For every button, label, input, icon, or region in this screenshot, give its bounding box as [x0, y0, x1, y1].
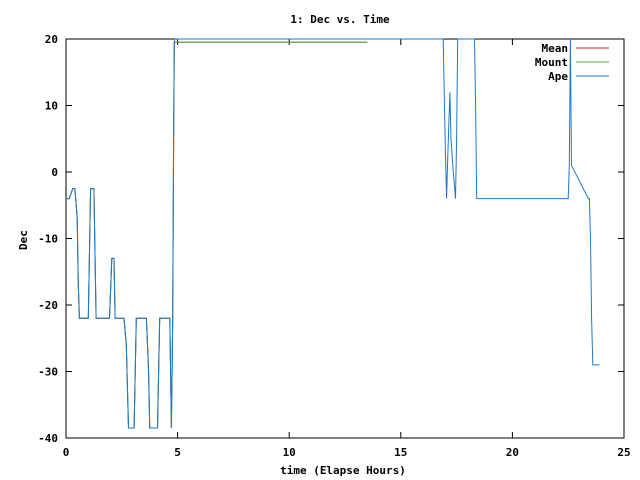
series-line-mean	[66, 41, 368, 429]
y-tick-label: -30	[38, 366, 58, 379]
x-tick-label: 10	[283, 446, 296, 459]
x-tick-label: 25	[617, 446, 630, 459]
x-tick-label: 15	[394, 446, 407, 459]
y-tick-label: 0	[51, 166, 58, 179]
y-tick-label: -20	[38, 299, 58, 312]
plot-area-frame	[65, 38, 625, 439]
y-tick-label: 10	[45, 100, 58, 113]
x-tick-label: 0	[63, 446, 70, 459]
y-tick-label: 20	[45, 33, 58, 46]
legend-label: Ape	[548, 70, 568, 83]
y-tick-label: -10	[38, 233, 58, 246]
x-tick-label: 20	[506, 446, 519, 459]
y-tick-label: -40	[38, 432, 58, 445]
legend-label: Mean	[542, 42, 569, 55]
x-tick-label: 5	[174, 446, 181, 459]
series-line-ape	[66, 38, 600, 429]
chart-title: 1: Dec vs. Time	[290, 13, 390, 26]
x-axis-label: time (Elapse Hours)	[280, 464, 406, 477]
series-line-mount	[66, 41, 368, 429]
legend-label: Mount	[535, 56, 568, 69]
y-axis-label: Dec	[17, 230, 30, 250]
